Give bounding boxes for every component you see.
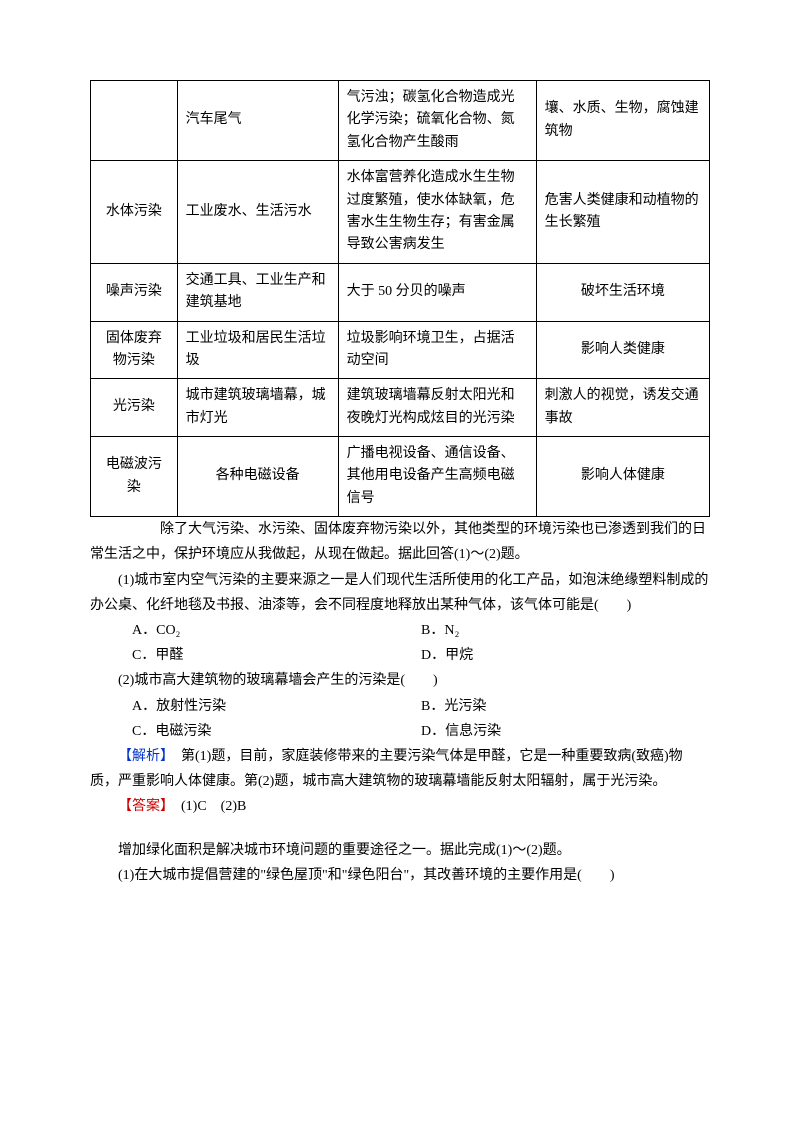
cell-effect: 广播电视设备、通信设备、其他用电设备产生高频电磁信号 <box>338 437 536 517</box>
q2-options-row1: A．放射性污染 B．光污染 <box>90 694 710 719</box>
answer-label: 【答案】 <box>118 799 167 814</box>
cell-type: 固体废弃物污染 <box>91 321 178 379</box>
cell-effect: 建筑玻璃墙幕反射太阳光和夜晚灯光构成炫目的光污染 <box>338 379 536 437</box>
option-c: C．电磁污染 <box>132 719 421 744</box>
cell-source: 工业废水、生活污水 <box>177 161 338 264</box>
cell-source: 各种电磁设备 <box>177 437 338 517</box>
cell-type <box>91 81 178 161</box>
cell-harm: 影响人类健康 <box>536 321 709 379</box>
analysis-text: 第(1)题，目前，家庭装修带来的主要污染气体是甲醛，它是一种重要致病(致癌)物质… <box>90 749 683 789</box>
cell-type: 光污染 <box>91 379 178 437</box>
table-row: 噪声污染 交通工具、工业生产和建筑基地 大于 50 分贝的噪声 破坏生活环境 <box>91 263 710 321</box>
option-d: D．甲烷 <box>421 643 710 668</box>
option-b: B．N₂ <box>421 618 710 643</box>
analysis-label: 【解析】 <box>118 749 167 764</box>
option-a: A．CO₂ <box>132 618 421 643</box>
cell-type: 噪声污染 <box>91 263 178 321</box>
q1-options-row1: A．CO₂ B．N₂ <box>90 618 710 643</box>
analysis-para: 【解析】 第(1)题，目前，家庭装修带来的主要污染气体是甲醛，它是一种重要致病(… <box>90 744 710 794</box>
cell-effect: 水体富营养化造成水生生物过度繁殖，使水体缺氧，危害水生生物生存；有害金属导致公害… <box>338 161 536 264</box>
question-block-1: 除了大气污染、水污染、固体废弃物污染以外，其他类型的环境污染也已渗透到我们的日常… <box>90 517 710 819</box>
table-row: 电磁波污染 各种电磁设备 广播电视设备、通信设备、其他用电设备产生高频电磁信号 … <box>91 437 710 517</box>
question-2-1: (1)在大城市提倡营建的"绿色屋顶"和"绿色阳台"，其改善环境的主要作用是( ) <box>90 863 710 888</box>
table-row: 光污染 城市建筑玻璃墙幕，城市灯光 建筑玻璃墙幕反射太阳光和夜晚灯光构成炫目的光… <box>91 379 710 437</box>
cell-harm: 危害人类健康和动植物的生长繁殖 <box>536 161 709 264</box>
cell-harm: 破坏生活环境 <box>536 263 709 321</box>
pollution-table: 汽车尾气 气污浊；碳氢化合物造成光化学污染；硫氧化合物、氮氢化合物产生酸雨 壤、… <box>90 80 710 517</box>
cell-effect: 气污浊；碳氢化合物造成光化学污染；硫氧化合物、氮氢化合物产生酸雨 <box>338 81 536 161</box>
answer-para: 【答案】 (1)C (2)B <box>90 794 710 819</box>
question-block-2: 增加绿化面积是解决城市环境问题的重要途径之一。据此完成(1)～(2)题。 (1)… <box>90 838 710 888</box>
cell-type: 水体污染 <box>91 161 178 264</box>
q1-options-row2: C．甲醛 D．甲烷 <box>90 643 710 668</box>
question-2: (2)城市高大建筑物的玻璃幕墙会产生的污染是( ) <box>90 668 710 693</box>
cell-harm: 壤、水质、生物，腐蚀建筑物 <box>536 81 709 161</box>
cell-effect: 大于 50 分贝的噪声 <box>338 263 536 321</box>
answer-text: (1)C (2)B <box>167 799 246 814</box>
cell-source: 交通工具、工业生产和建筑基地 <box>177 263 338 321</box>
table-row: 汽车尾气 气污浊；碳氢化合物造成光化学污染；硫氧化合物、氮氢化合物产生酸雨 壤、… <box>91 81 710 161</box>
intro-text-2: 增加绿化面积是解决城市环境问题的重要途径之一。据此完成(1)～(2)题。 <box>90 838 710 863</box>
cell-harm: 刺激人的视觉，诱发交通事故 <box>536 379 709 437</box>
cell-type: 电磁波污染 <box>91 437 178 517</box>
q2-options-row2: C．电磁污染 D．信息污染 <box>90 719 710 744</box>
table-row: 水体污染 工业废水、生活污水 水体富营养化造成水生生物过度繁殖，使水体缺氧，危害… <box>91 161 710 264</box>
cell-source: 城市建筑玻璃墙幕，城市灯光 <box>177 379 338 437</box>
option-b: B．光污染 <box>421 694 710 719</box>
cell-source: 汽车尾气 <box>177 81 338 161</box>
table-row: 固体废弃物污染 工业垃圾和居民生活垃圾 垃圾影响环境卫生，占据活动空间 影响人类… <box>91 321 710 379</box>
option-c: C．甲醛 <box>132 643 421 668</box>
intro-text: 除了大气污染、水污染、固体废弃物污染以外，其他类型的环境污染也已渗透到我们的日常… <box>90 517 710 567</box>
cell-effect: 垃圾影响环境卫生，占据活动空间 <box>338 321 536 379</box>
option-d: D．信息污染 <box>421 719 710 744</box>
option-a: A．放射性污染 <box>132 694 421 719</box>
cell-source: 工业垃圾和居民生活垃圾 <box>177 321 338 379</box>
cell-harm: 影响人体健康 <box>536 437 709 517</box>
question-1: (1)城市室内空气污染的主要来源之一是人们现代生活所使用的化工产品，如泡沫绝缘塑… <box>90 568 710 618</box>
